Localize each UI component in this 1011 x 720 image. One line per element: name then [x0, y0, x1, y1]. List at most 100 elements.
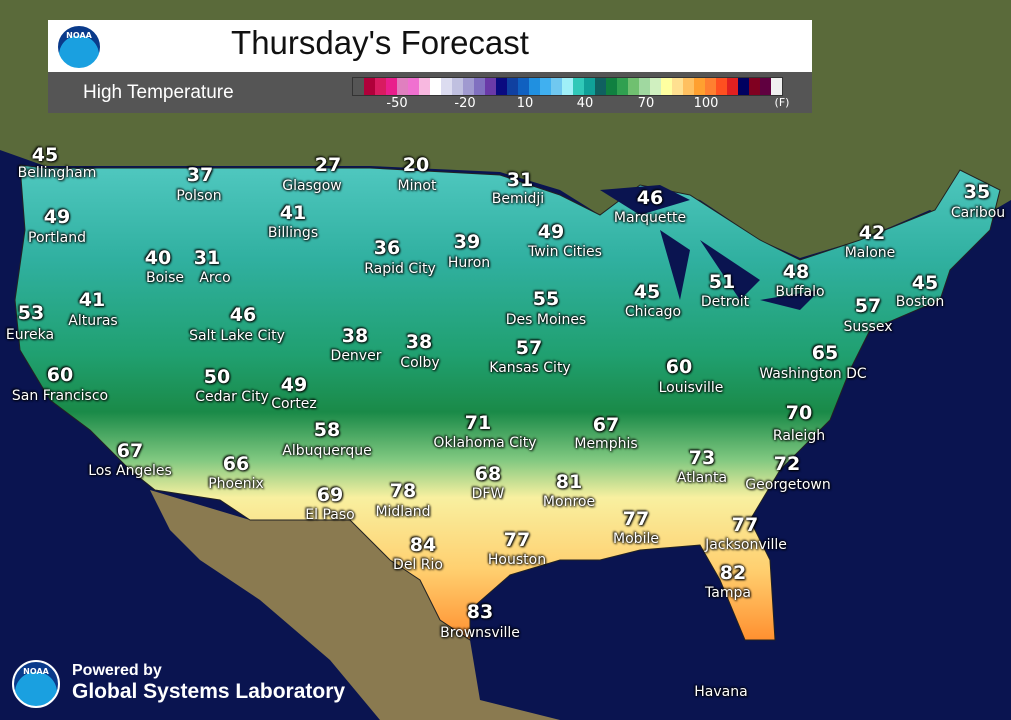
scale-tick-label: 70	[637, 96, 655, 111]
noaa-logo: NOAA	[56, 24, 102, 70]
city-name: Oklahoma City	[433, 435, 537, 451]
city-name: Boston	[895, 294, 945, 310]
scale-swatch	[683, 78, 694, 95]
city-temperature: 77	[503, 529, 531, 551]
city-name: Brownsville	[440, 625, 520, 641]
city-temperature: 51	[708, 271, 736, 293]
city-temperature: 46	[229, 304, 257, 326]
city-name: Atlanta	[676, 470, 728, 486]
city-temperature: 42	[858, 222, 886, 244]
city-temperature: 31	[193, 247, 221, 269]
scale-swatch	[386, 78, 397, 95]
city-temperature: 77	[622, 508, 650, 530]
city-temperature: 38	[405, 331, 433, 353]
city-temperature: 55	[532, 288, 560, 310]
city-temperature: 71	[464, 412, 492, 434]
scale-swatch	[485, 78, 496, 95]
scale-tick-label: 10	[516, 96, 534, 111]
scale-tick-label: 40	[576, 96, 594, 111]
city-temperature: 69	[316, 484, 344, 506]
scale-swatch	[518, 78, 529, 95]
scale-swatch	[397, 78, 408, 95]
city-temperature: 73	[688, 447, 716, 469]
city-name: Monroe	[542, 494, 596, 510]
city-temperature: 49	[537, 221, 565, 243]
scale-swatch	[507, 78, 518, 95]
city-name: Phoenix	[208, 476, 264, 492]
city-name: Washington DC	[759, 366, 867, 382]
city-temperature: 45	[31, 144, 59, 166]
city-name: Boise	[146, 270, 184, 286]
city-name: Buffalo	[775, 284, 825, 300]
gsl-text: Global Systems Laboratory	[72, 680, 346, 703]
scale-swatch	[551, 78, 562, 95]
scale-swatch	[430, 78, 441, 95]
city-name: Del Rio	[393, 557, 443, 573]
city-temperature: 70	[785, 402, 813, 424]
city-temperature: 60	[46, 364, 74, 386]
city-temperature: 78	[389, 480, 417, 502]
city-name: Minot	[397, 178, 437, 194]
scale-tick-label: 100	[693, 96, 719, 111]
scale-swatch	[727, 78, 738, 95]
title-banner: NOAA Thursday's Forecast	[48, 20, 812, 72]
city-temperature: 82	[719, 562, 747, 584]
city-temperature: 49	[280, 374, 308, 396]
scale-swatch	[529, 78, 540, 95]
city-temperature: 20	[402, 154, 430, 176]
city-name: Bemidji	[491, 191, 545, 207]
scale-swatch	[738, 78, 749, 95]
scale-swatch	[749, 78, 760, 95]
city-name: Jacksonville	[705, 537, 787, 553]
city-temperature: 37	[186, 164, 214, 186]
city-temperature: 50	[203, 366, 231, 388]
page-title: Thursday's Forecast	[231, 24, 529, 61]
city-name: Chicago	[624, 304, 682, 320]
city-temperature: 38	[341, 325, 369, 347]
scale-swatch	[584, 78, 595, 95]
city-temperature: 57	[515, 337, 543, 359]
city-temperature: 41	[78, 289, 106, 311]
city-name: Rapid City	[364, 261, 436, 277]
noaa-footer-logo-text: NOAA	[23, 667, 49, 676]
city-name: Sussex	[843, 319, 893, 335]
city-temperature: 45	[911, 272, 939, 294]
city-name: Marquette	[613, 210, 687, 226]
city-name: DFW	[471, 486, 505, 502]
city-name: Salt Lake City	[189, 328, 285, 344]
powered-by-text: Powered by	[72, 662, 162, 679]
scale-swatch	[562, 78, 573, 95]
noaa-footer-logo: NOAA	[12, 660, 60, 708]
city-temperature: 67	[592, 414, 620, 436]
city-temperature: 65	[811, 342, 839, 364]
scale-swatch	[650, 78, 661, 95]
city-temperature: 48	[782, 261, 810, 283]
city-temperature: 57	[854, 295, 882, 317]
map-subtitle: High Temperature	[83, 82, 234, 103]
city-name: Polson	[176, 188, 222, 204]
scale-swatch	[639, 78, 650, 95]
city-name: Eureka	[5, 327, 55, 343]
scale-unit: (F)	[774, 96, 790, 109]
city-name: Billings	[267, 225, 319, 241]
scale-swatch	[364, 78, 375, 95]
city-name: Georgetown	[745, 477, 831, 493]
city-temperature: 49	[43, 206, 71, 228]
city-temperature: 66	[222, 453, 250, 475]
scale-swatch	[606, 78, 617, 95]
city-name: Des Moines	[505, 312, 587, 328]
city-name: Denver	[330, 348, 382, 364]
city-temperature: 41	[279, 202, 307, 224]
scale-swatch	[419, 78, 430, 95]
city-temperature: 84	[409, 534, 437, 556]
city-temperature: 36	[373, 237, 401, 259]
city-temperature: 27	[314, 154, 342, 176]
noaa-logo-text: NOAA	[66, 31, 92, 40]
great-lakes	[600, 185, 820, 310]
scale-swatch	[705, 78, 716, 95]
city-temperature: 67	[116, 440, 144, 462]
city-name: Bellingham	[17, 165, 97, 181]
scale-tick-label: -50	[386, 96, 408, 111]
city-temperature: 40	[144, 247, 172, 269]
